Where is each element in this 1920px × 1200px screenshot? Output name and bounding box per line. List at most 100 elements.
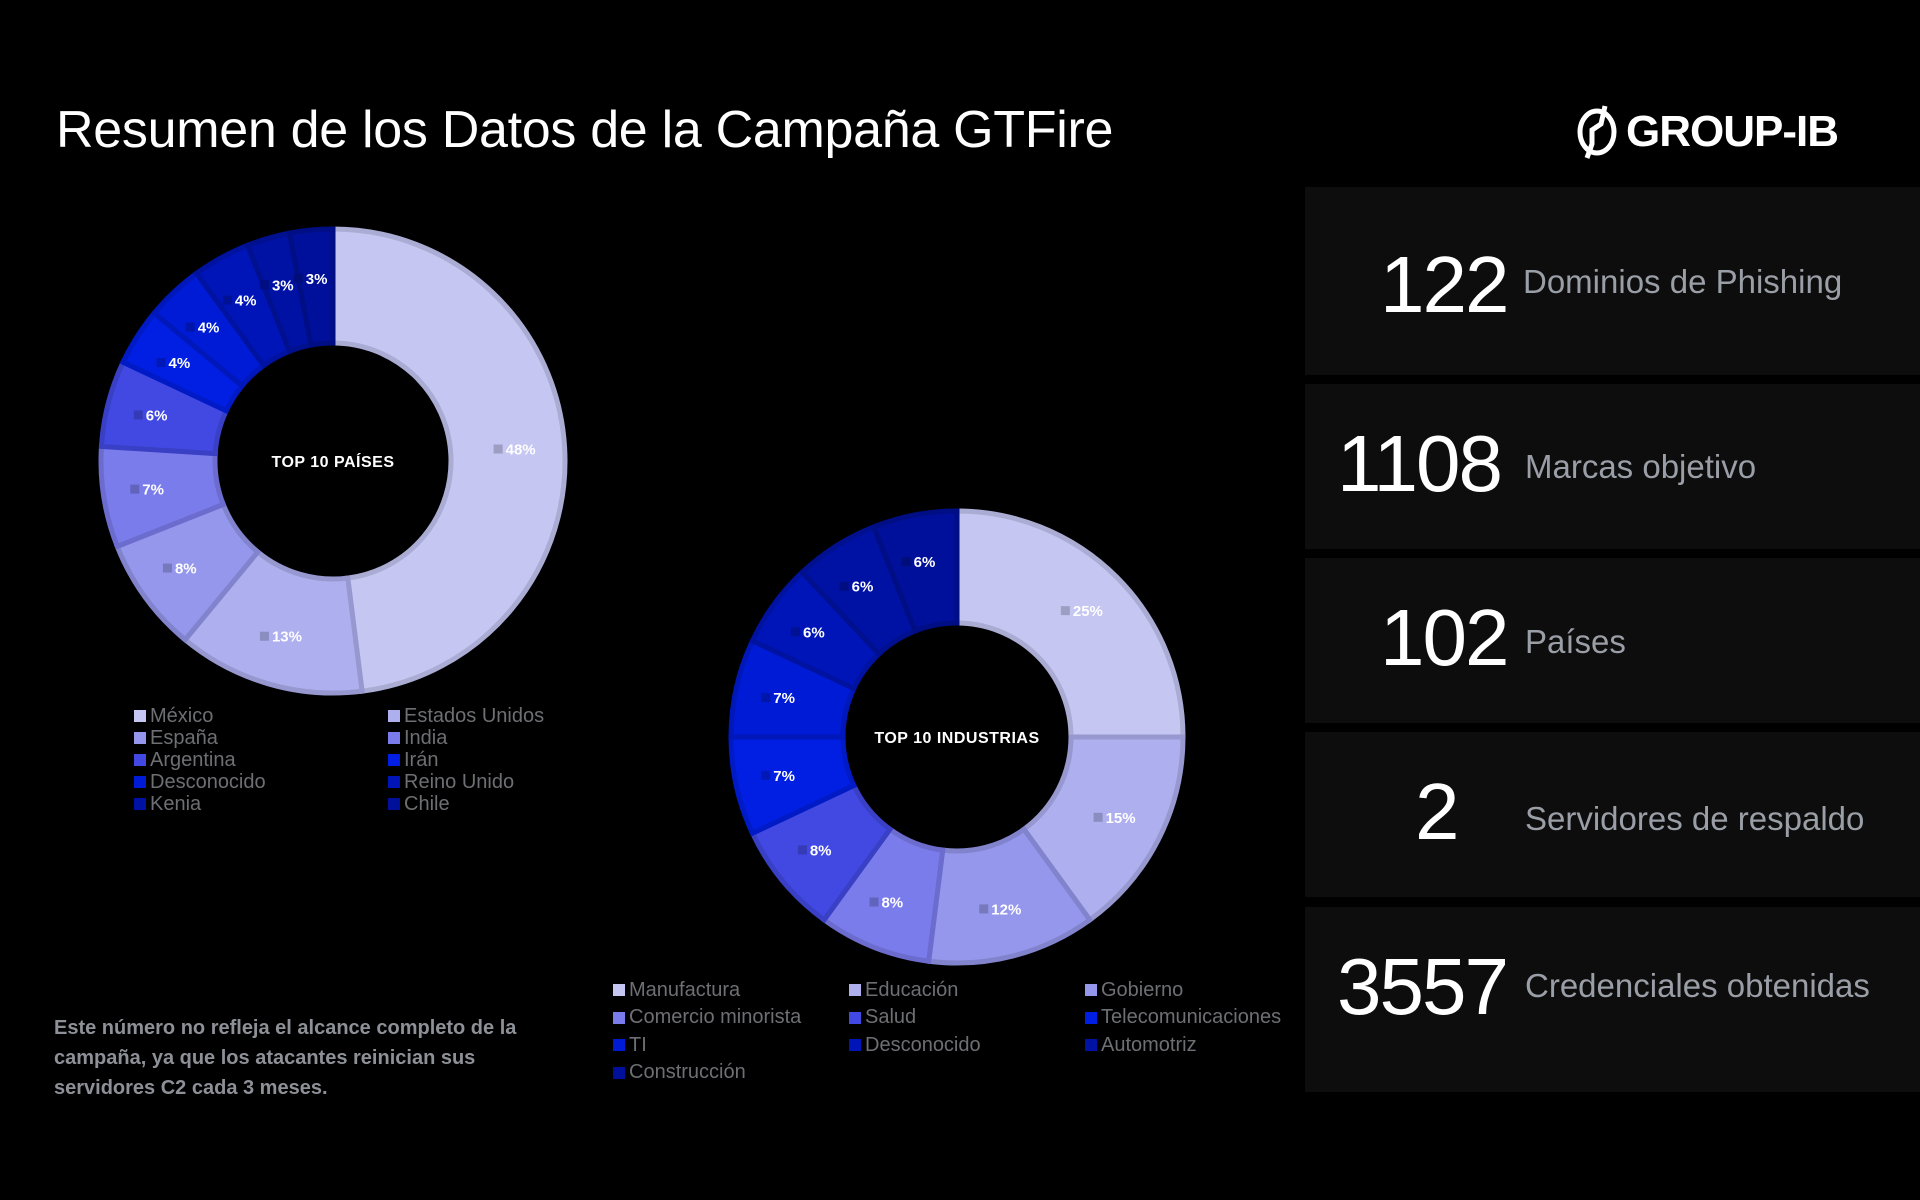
legend-label: Gobierno (1101, 978, 1184, 1001)
slice-value-label: 7% (773, 768, 795, 785)
legend-item: Salud (849, 1006, 1085, 1029)
legend-item: Construcción (613, 1061, 849, 1084)
legend-item: México (134, 705, 388, 727)
industries-donut-chart: 25% 15% 12% 8% 8% 7% 7% 6% 6% 6% TOP 10 INDUSTRIAS (726, 506, 1188, 968)
label-marker-icon (979, 904, 989, 914)
stat-value: 2 (1415, 767, 1459, 856)
stat-card-countries: 102 Países (1305, 558, 1920, 723)
legend-label: Argentina (150, 748, 236, 771)
legend-swatch-icon (134, 798, 146, 810)
page-title: Resumen de los Datos de la Campaña GTFir… (56, 101, 1114, 159)
donut-center-label: TOP 10 INDUSTRIAS (874, 730, 1039, 747)
legend-item: Manufactura (613, 979, 849, 1001)
label-marker-icon (901, 557, 911, 567)
donut-slice (870, 508, 960, 635)
legend-label: Construcción (629, 1061, 746, 1083)
label-marker-icon (1093, 812, 1103, 822)
legend-item: Chile (388, 793, 588, 815)
legend-swatch-icon (134, 754, 146, 766)
label-marker-icon (222, 295, 232, 305)
legend-item: Estados Unidos (388, 705, 588, 727)
donut-slice (954, 508, 1186, 740)
legend-swatch-icon (613, 1066, 625, 1079)
legend-swatch-icon (388, 776, 400, 788)
legend-swatch-icon (134, 732, 146, 744)
label-marker-icon (797, 845, 807, 855)
legend-item: Automotriz (1085, 1034, 1325, 1056)
legend-item: Gobierno (1085, 979, 1325, 1001)
legend-label: España (150, 726, 218, 749)
label-marker-icon (1060, 606, 1070, 616)
legend-label: Estados Unidos (404, 704, 545, 727)
legend-item: Desconocido (849, 1034, 1085, 1056)
legend-label: Telecomunicaciones (1101, 1006, 1282, 1028)
donut-slice (330, 226, 568, 694)
slice-value-label: 15% (1106, 810, 1136, 827)
legend-item: Reino Unido (388, 771, 588, 793)
stat-value: 122 (1380, 240, 1509, 329)
industries-legend: Manufactura Educación Gobierno Comercio min… (613, 979, 1325, 1084)
legend-item: Educación (849, 979, 1085, 1001)
legend-item: España (134, 727, 388, 749)
legend-label: Desconocido (865, 1033, 981, 1056)
stat-value: 3557 (1337, 942, 1509, 1031)
label-marker-icon (869, 897, 879, 907)
stat-label: Marcas objetivo (1525, 448, 1757, 485)
label-marker-icon (761, 693, 771, 703)
label-marker-icon (259, 631, 269, 641)
legend-swatch-icon (388, 710, 400, 722)
label-marker-icon (493, 444, 503, 454)
legend-item: Desconocido (134, 771, 388, 793)
slice-value-label: 8% (810, 842, 832, 859)
legend-label: Educación (865, 978, 959, 1001)
group-ib-logo: GROUP-IB (1574, 104, 1839, 160)
legend-swatch-icon (388, 732, 400, 744)
legend-item: TI (613, 1034, 849, 1056)
legend-label: México (150, 704, 214, 727)
stat-value: 1108 (1337, 419, 1503, 508)
countries-donut-chart: 48% 13% 8% 7% 6% 4% 4% 4% 3% 3% TOP 10 PAÍSES (96, 224, 570, 698)
legend-label: Irán (404, 748, 439, 771)
stat-card-backup-servers: 2 Servidores de respaldo (1305, 732, 1920, 897)
label-marker-icon (259, 280, 269, 290)
slice-value-label: 13% (272, 629, 302, 646)
slice-value-label: 6% (146, 407, 168, 424)
legend-swatch-icon (388, 754, 400, 766)
slice-value-label: 8% (175, 561, 197, 578)
legend-swatch-icon (134, 710, 146, 722)
stat-label: Credenciales obtenidas (1525, 967, 1870, 1004)
legend-label: TI (629, 1033, 647, 1056)
label-marker-icon (130, 484, 140, 494)
legend-swatch-icon (613, 1011, 625, 1024)
legend-item: Telecomunicaciones (1085, 1006, 1325, 1029)
slice-value-label: 4% (198, 320, 220, 337)
legend-swatch-icon (134, 776, 146, 788)
slice-value-label: 6% (914, 554, 936, 571)
label-marker-icon (156, 357, 166, 367)
legend-swatch-icon (613, 984, 625, 996)
footnote: Este número no refleja el alcance comple… (54, 1017, 517, 1099)
legend-label: Salud (865, 1006, 917, 1028)
legend-label: Manufactura (629, 978, 741, 1001)
label-marker-icon (293, 273, 303, 283)
stat-card-target-brands: 1108 Marcas objetivo (1305, 384, 1920, 549)
legend-label: India (404, 726, 448, 749)
slice-value-label: 3% (306, 271, 328, 288)
stat-label: Dominios de Phishing (1523, 263, 1843, 300)
legend-swatch-icon (849, 1039, 861, 1051)
countries-legend: México Estados Unidos España India Argentina… (134, 705, 588, 815)
stat-label: Países (1525, 623, 1626, 660)
slice-value-label: 6% (803, 624, 825, 641)
legend-label: Chile (404, 792, 450, 815)
slice-value-label: 7% (773, 690, 795, 707)
legend-label: Reino Unido (404, 770, 515, 793)
legend-item: Comercio minorista (613, 1006, 849, 1029)
label-marker-icon (162, 563, 172, 573)
stat-value: 102 (1380, 593, 1509, 682)
donut-center-label: TOP 10 PAÍSES (272, 452, 395, 471)
legend-swatch-icon (613, 1039, 625, 1051)
legend-label: Kenia (150, 792, 202, 815)
legend-item: Irán (388, 749, 588, 771)
legend-swatch-icon (1085, 1039, 1097, 1051)
legend-swatch-icon (849, 1011, 861, 1024)
